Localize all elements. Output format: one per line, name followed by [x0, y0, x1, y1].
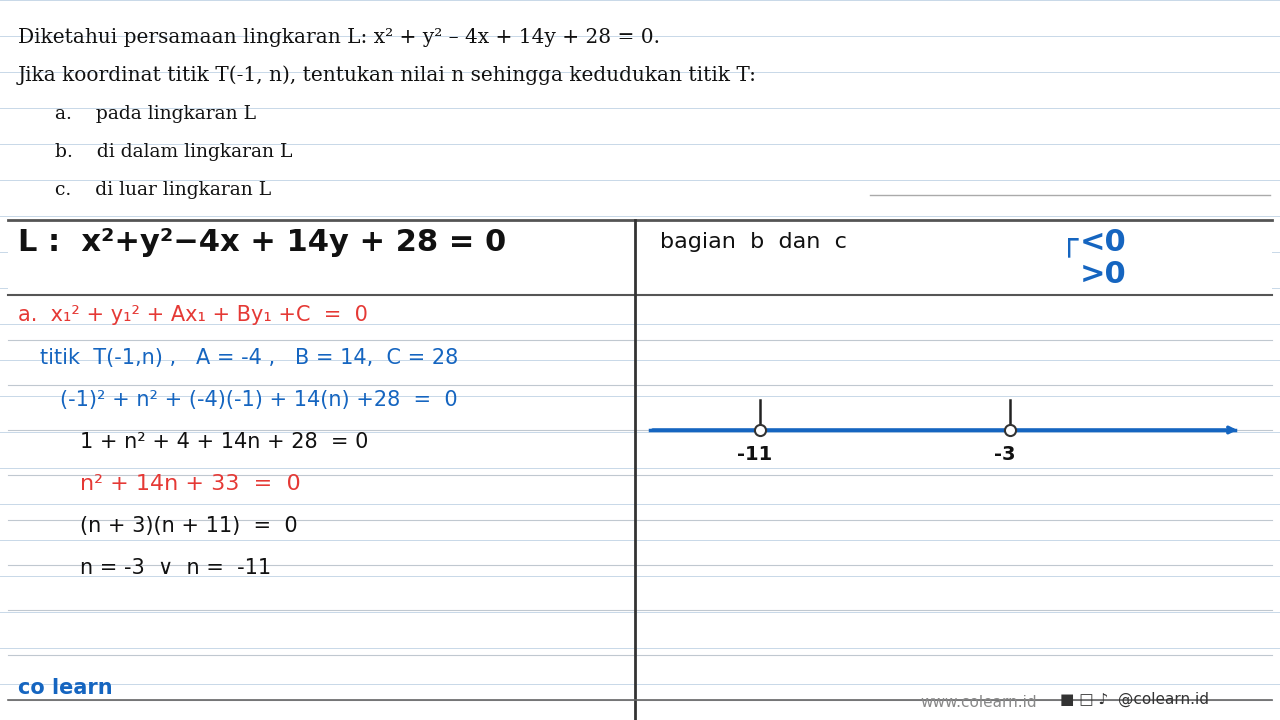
Text: L :  x²+y²−4x + 14y + 28 = 0: L : x²+y²−4x + 14y + 28 = 0 — [18, 228, 507, 257]
Text: ■ □ ♪  @colearn.id: ■ □ ♪ @colearn.id — [1060, 692, 1210, 707]
Bar — [8, 220, 1272, 295]
Text: Diketahui persamaan lingkaran L: x² + y² – 4x + 14y + 28 = 0.: Diketahui persamaan lingkaran L: x² + y²… — [18, 28, 660, 47]
Text: -11: -11 — [737, 445, 773, 464]
Text: <0: <0 — [1080, 228, 1126, 257]
Text: a.  x₁² + y₁² + Ax₁ + By₁ +C  =  0: a. x₁² + y₁² + Ax₁ + By₁ +C = 0 — [18, 305, 367, 325]
Text: co learn: co learn — [18, 678, 113, 698]
Text: 1 + n² + 4 + 14n + 28  = 0: 1 + n² + 4 + 14n + 28 = 0 — [79, 432, 369, 452]
Text: >0: >0 — [1080, 260, 1126, 289]
Text: www.colearn.id: www.colearn.id — [920, 695, 1037, 710]
Text: (-1)² + n² + (-4)(-1) + 14(n) +28  =  0: (-1)² + n² + (-4)(-1) + 14(n) +28 = 0 — [60, 390, 458, 410]
Text: bagian  b  dan  c: bagian b dan c — [660, 232, 847, 252]
Text: (n + 3)(n + 11)  =  0: (n + 3)(n + 11) = 0 — [79, 516, 298, 536]
Text: ┌: ┌ — [1060, 228, 1078, 257]
Text: titik  T(-1,n) ,   A = -4 ,   B = 14,  C = 28: titik T(-1,n) , A = -4 , B = 14, C = 28 — [40, 348, 458, 368]
Bar — [0, 0, 1280, 220]
Text: n² + 14n + 33  =  0: n² + 14n + 33 = 0 — [79, 474, 301, 494]
Text: b.    di dalam lingkaran L: b. di dalam lingkaran L — [55, 143, 293, 161]
Text: a.    pada lingkaran L: a. pada lingkaran L — [55, 105, 256, 123]
Text: -3: -3 — [995, 445, 1016, 464]
Text: Jika koordinat titik T(-1, n), tentukan nilai n sehingga kedudukan titik T:: Jika koordinat titik T(-1, n), tentukan … — [18, 65, 756, 85]
Text: c.    di luar lingkaran L: c. di luar lingkaran L — [55, 181, 271, 199]
Text: n = -3  ∨  n =  -11: n = -3 ∨ n = -11 — [79, 558, 271, 578]
